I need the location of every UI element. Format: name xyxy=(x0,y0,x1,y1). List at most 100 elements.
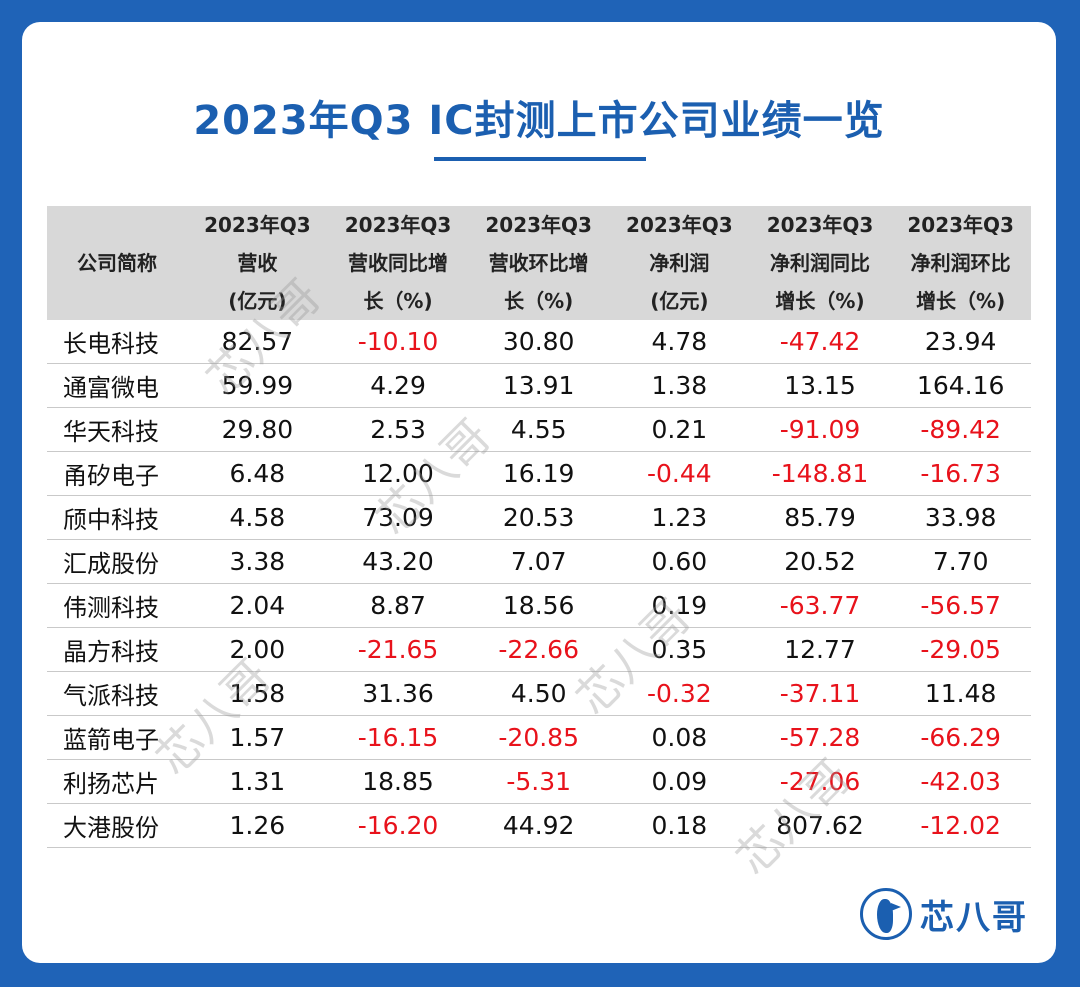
company-name-cell: 蓝箭电子 xyxy=(47,715,188,760)
header-line: 2023年Q3 xyxy=(626,213,733,237)
table-row: 晶方科技 2.00 -21.65 -22.66 0.35 12.77 -29.05 xyxy=(47,627,1031,672)
value-cell: -148.81 xyxy=(749,451,891,496)
value-cell: 12.00 xyxy=(327,451,469,496)
value-cell: 3.38 xyxy=(187,539,328,584)
value-cell: 23.94 xyxy=(890,320,1031,364)
title-underline xyxy=(434,157,646,161)
value-cell: -12.02 xyxy=(890,803,1031,848)
value-cell: 1.26 xyxy=(187,803,328,848)
header-line: 2023年Q3 xyxy=(204,213,311,237)
value-cell: 85.79 xyxy=(749,495,891,540)
brand-logo: 芯八哥 xyxy=(860,888,1028,940)
column-header: 2023年Q3 营收环比增 长（%) xyxy=(468,206,610,320)
table-row: 通富微电 59.99 4.29 13.91 1.38 13.15 164.16 xyxy=(47,363,1031,408)
header-line: 2023年Q3 xyxy=(766,213,874,237)
value-cell: 0.60 xyxy=(609,539,750,584)
company-name-cell: 气派科技 xyxy=(47,671,188,716)
value-cell: 0.08 xyxy=(609,715,750,760)
value-cell: 4.55 xyxy=(468,407,610,452)
header-line: 净利润环比 xyxy=(910,251,1011,275)
company-name-cell: 颀中科技 xyxy=(47,495,188,540)
table-row: 伟测科技 2.04 8.87 18.56 0.19 -63.77 -56.57 xyxy=(47,583,1031,628)
value-cell: 4.50 xyxy=(468,671,610,716)
value-cell: -0.32 xyxy=(609,671,750,716)
value-cell: 2.04 xyxy=(187,583,328,628)
value-cell: -16.20 xyxy=(327,803,469,848)
value-cell: 13.91 xyxy=(468,363,610,408)
column-header: 公司简称 xyxy=(47,206,188,320)
header-line: 营收环比增 xyxy=(488,251,589,275)
company-name-cell: 利扬芯片 xyxy=(47,759,188,804)
value-cell: 4.78 xyxy=(609,320,750,364)
header-line: 2023年Q3 xyxy=(907,213,1014,237)
value-cell: 1.23 xyxy=(609,495,750,540)
value-cell: 0.19 xyxy=(609,583,750,628)
value-cell: -42.03 xyxy=(890,759,1031,804)
company-name-cell: 汇成股份 xyxy=(47,539,188,584)
value-cell: 6.48 xyxy=(187,451,328,496)
company-name-cell: 甬矽电子 xyxy=(47,451,188,496)
value-cell: 7.70 xyxy=(890,539,1031,584)
brand-name: 芯八哥 xyxy=(920,897,1028,938)
value-cell: 59.99 xyxy=(187,363,328,408)
value-cell: -22.66 xyxy=(468,627,610,672)
value-cell: 0.09 xyxy=(609,759,750,804)
table-row: 汇成股份 3.38 43.20 7.07 0.60 20.52 7.70 xyxy=(47,539,1031,584)
header-line: 公司简称 xyxy=(77,251,158,275)
table-row: 长电科技 82.57 -10.10 30.80 4.78 -47.42 23.94 xyxy=(47,320,1031,364)
value-cell: 2.53 xyxy=(327,407,469,452)
infographic-card: 2023年Q3 IC封测上市公司业绩一览 公司简称 2023年Q3 营收 (亿元) 20… xyxy=(22,22,1056,963)
value-cell: -56.57 xyxy=(890,583,1031,628)
table-row: 甬矽电子 6.48 12.00 16.19 -0.44 -148.81 -16.73 xyxy=(47,451,1031,496)
value-cell: -57.28 xyxy=(749,715,891,760)
value-cell: -29.05 xyxy=(890,627,1031,672)
header-line: (亿元) xyxy=(228,289,287,313)
header-line: 净利润同比 xyxy=(770,251,870,275)
value-cell: -20.85 xyxy=(468,715,610,760)
value-cell: -66.29 xyxy=(890,715,1031,760)
value-cell: 0.21 xyxy=(609,407,750,452)
value-cell: 807.62 xyxy=(749,803,891,848)
value-cell: -21.65 xyxy=(327,627,469,672)
value-cell: 30.80 xyxy=(468,320,610,364)
header-line: 增长（%) xyxy=(916,289,1006,313)
table-row: 颀中科技 4.58 73.09 20.53 1.23 85.79 33.98 xyxy=(47,495,1031,540)
value-cell: 0.35 xyxy=(609,627,750,672)
header-line: 2023年Q3 xyxy=(344,213,452,237)
column-header: 2023年Q3 营收同比增 长（%) xyxy=(327,206,469,320)
value-cell: 13.15 xyxy=(749,363,891,408)
value-cell: -63.77 xyxy=(749,583,891,628)
value-cell: 7.07 xyxy=(468,539,610,584)
value-cell: 73.09 xyxy=(327,495,469,540)
value-cell: 33.98 xyxy=(890,495,1031,540)
value-cell: 4.58 xyxy=(187,495,328,540)
performance-table: 公司简称 2023年Q3 营收 (亿元) 2023年Q3 营收同比增 长（%) 2023年Q3… xyxy=(47,206,1031,848)
header-line: 增长（%) xyxy=(775,289,865,313)
table-row: 蓝箭电子 1.57 -16.15 -20.85 0.08 -57.28 -66.29 xyxy=(47,715,1031,760)
table-row: 利扬芯片 1.31 18.85 -5.31 0.09 -27.06 -42.03 xyxy=(47,759,1031,804)
value-cell: 1.57 xyxy=(187,715,328,760)
column-header: 2023年Q3 营收 (亿元) xyxy=(187,206,328,320)
value-cell: 4.29 xyxy=(327,363,469,408)
value-cell: -27.06 xyxy=(749,759,891,804)
value-cell: -89.42 xyxy=(890,407,1031,452)
value-cell: 18.85 xyxy=(327,759,469,804)
value-cell: -10.10 xyxy=(327,320,469,364)
company-name-cell: 大港股份 xyxy=(47,803,188,848)
company-name-cell: 长电科技 xyxy=(47,320,188,364)
table-header-row: 公司简称 2023年Q3 营收 (亿元) 2023年Q3 营收同比增 长（%) 2023年Q3… xyxy=(47,206,1031,320)
header-line: 2023年Q3 xyxy=(485,213,592,237)
value-cell: -16.15 xyxy=(327,715,469,760)
table-row: 华天科技 29.80 2.53 4.55 0.21 -91.09 -89.42 xyxy=(47,407,1031,452)
value-cell: 16.19 xyxy=(468,451,610,496)
value-cell: 18.56 xyxy=(468,583,610,628)
company-name-cell: 通富微电 xyxy=(47,363,188,408)
bird-logo-icon xyxy=(860,888,912,940)
value-cell: 164.16 xyxy=(890,363,1031,408)
value-cell: 31.36 xyxy=(327,671,469,716)
header-line: 净利润 xyxy=(649,251,710,275)
value-cell: -37.11 xyxy=(749,671,891,716)
value-cell: -5.31 xyxy=(468,759,610,804)
value-cell: 2.00 xyxy=(187,627,328,672)
page-title: 2023年Q3 IC封测上市公司业绩一览 xyxy=(193,98,885,144)
